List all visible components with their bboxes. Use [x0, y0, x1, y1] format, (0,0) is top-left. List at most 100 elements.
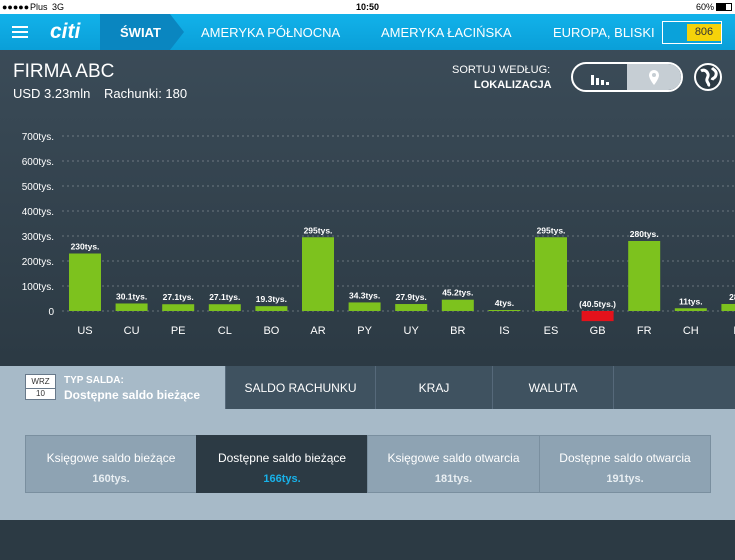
y-tick-label: 200tys.	[22, 257, 54, 268]
card-label: Księgowe saldo bieżące	[46, 451, 176, 465]
bar	[441, 299, 474, 311]
nav-tab[interactable]: AMERYKA ŁACIŃSKA	[381, 25, 512, 40]
card-value: 160tys.	[92, 473, 130, 485]
globe-button[interactable]	[693, 62, 723, 92]
bar	[674, 308, 707, 311]
calendar-badge: WRZ 10	[25, 374, 56, 400]
battery-icon	[716, 3, 732, 11]
x-tick-label: PE	[171, 325, 186, 337]
nav-bar: citi ŚWIAT AMERYKA PÓŁNOCNA AMERYKA ŁACI…	[0, 14, 735, 50]
network: 3G	[52, 2, 65, 12]
bar	[488, 310, 521, 311]
value-label: (40.5tys.)	[579, 299, 616, 309]
type-value: Dostępne saldo bieżące	[64, 388, 201, 402]
y-tick-label: 400tys.	[22, 207, 54, 218]
x-tick-label: BO	[263, 325, 279, 337]
sort-label: SORTUJ WEDŁUG:	[452, 64, 551, 76]
y-tick-label: 600tys.	[22, 157, 54, 168]
x-tick-label: CH	[683, 325, 699, 337]
x-tick-label: ES	[544, 325, 559, 337]
time: 10:50	[356, 2, 380, 12]
balance-card-active[interactable]: Dostępne saldo bieżące 166tys.	[196, 435, 368, 493]
y-tick-label: 500tys.	[22, 182, 54, 193]
x-tick-label: PY	[357, 325, 372, 337]
badge[interactable]: 806	[662, 21, 722, 44]
battery: 60%	[696, 2, 715, 12]
balance-card[interactable]: Księgowe saldo otwarcia 181tys.	[367, 435, 540, 493]
bar	[348, 302, 381, 311]
x-tick-label: CU	[124, 325, 140, 337]
value-label: 34.3tys.	[349, 290, 380, 300]
accounts: Rachunki: 180	[104, 86, 188, 101]
value-label: 27.9tys.	[396, 292, 427, 302]
filter-tab[interactable]: SALDO RACHUNKU	[226, 366, 376, 409]
card-label: Księgowe saldo otwarcia	[387, 451, 520, 465]
sort-value: LOKALIZACJA	[474, 79, 552, 91]
bar	[721, 303, 735, 311]
bar	[255, 306, 288, 311]
card-value: 166tys.	[263, 473, 301, 485]
title: FIRMA ABC	[13, 61, 115, 82]
value-label: 27.1tys.	[209, 292, 240, 302]
value-label: 11tys.	[679, 296, 703, 306]
badge-count: 806	[687, 24, 721, 41]
balance-card[interactable]: Księgowe saldo bieżące 160tys.	[25, 435, 197, 493]
value-label: 28.1	[729, 292, 735, 302]
logo: citi	[50, 20, 81, 43]
x-tick-label: US	[77, 325, 92, 337]
bar	[208, 304, 241, 311]
nav-tab[interactable]: AMERYKA PÓŁNOCNA	[201, 25, 341, 40]
bar	[162, 304, 195, 311]
value-label: 295tys.	[304, 225, 333, 235]
value-label: 4tys.	[495, 298, 514, 308]
x-tick-label: UY	[404, 325, 420, 337]
x-tick-label: BR	[450, 325, 465, 337]
filter-tabs: WRZ 10 TYP SALDA: Dostępne saldo bieżące…	[0, 366, 735, 409]
type-label: TYP SALDA:	[64, 375, 124, 386]
x-tick-label: FR	[637, 325, 652, 337]
bar	[69, 253, 101, 311]
bar	[535, 237, 567, 311]
balance-card[interactable]: Dostępne saldo otwarcia 191tys.	[539, 435, 711, 493]
x-tick-label: GB	[590, 325, 606, 337]
value-label: 45.2tys.	[442, 288, 473, 298]
x-tick-label: IS	[499, 325, 509, 337]
bar	[302, 237, 334, 311]
y-tick-label: 700tys.	[22, 132, 54, 143]
x-tick-label: D	[733, 325, 735, 337]
amount: USD 3.23mln	[13, 86, 91, 101]
value-label: 295tys.	[537, 225, 566, 235]
card-label: Dostępne saldo otwarcia	[559, 451, 691, 465]
filter-tab[interactable]: WALUTA	[493, 366, 614, 409]
pin-icon	[649, 70, 659, 85]
badge-month: WRZ	[31, 377, 50, 386]
value-label: 27.1tys.	[163, 292, 194, 302]
bar	[628, 241, 661, 311]
nav-tab[interactable]: EUROPA, BLISKI	[553, 25, 655, 40]
y-tick-label: 300tys.	[22, 232, 54, 243]
badge-day: 10	[26, 388, 55, 398]
card-label: Dostępne saldo bieżące	[217, 451, 347, 465]
carrier: Plus	[30, 2, 48, 12]
bar	[115, 303, 148, 311]
value-label: 280tys.	[630, 229, 659, 239]
filter-tab[interactable]: KRAJ	[376, 366, 493, 409]
menu-icon[interactable]	[12, 26, 28, 38]
y-tick-label: 0	[48, 307, 54, 318]
y-tick-label: 100tys.	[22, 282, 54, 293]
value-label: 30.1tys.	[116, 291, 147, 301]
x-tick-label: CL	[218, 325, 232, 337]
chart: 0 100tys. 200tys. 300tys. 400tys. 500tys. 600t…	[22, 132, 735, 337]
value-label: 19.3tys.	[256, 294, 287, 304]
nav-tab[interactable]: ŚWIAT	[120, 25, 161, 40]
card-value: 191tys.	[606, 473, 644, 485]
bar	[395, 304, 428, 311]
card-value: 181tys.	[434, 473, 473, 485]
status-bar: ●●●●● Plus 3G 10:50 60%	[0, 0, 735, 14]
x-tick-label: AR	[310, 325, 325, 337]
bar	[581, 311, 614, 322]
type-tab[interactable]: WRZ 10 TYP SALDA: Dostępne saldo bieżące	[0, 366, 226, 409]
bars-icon	[591, 75, 609, 85]
sort-toggle[interactable]	[571, 62, 683, 92]
